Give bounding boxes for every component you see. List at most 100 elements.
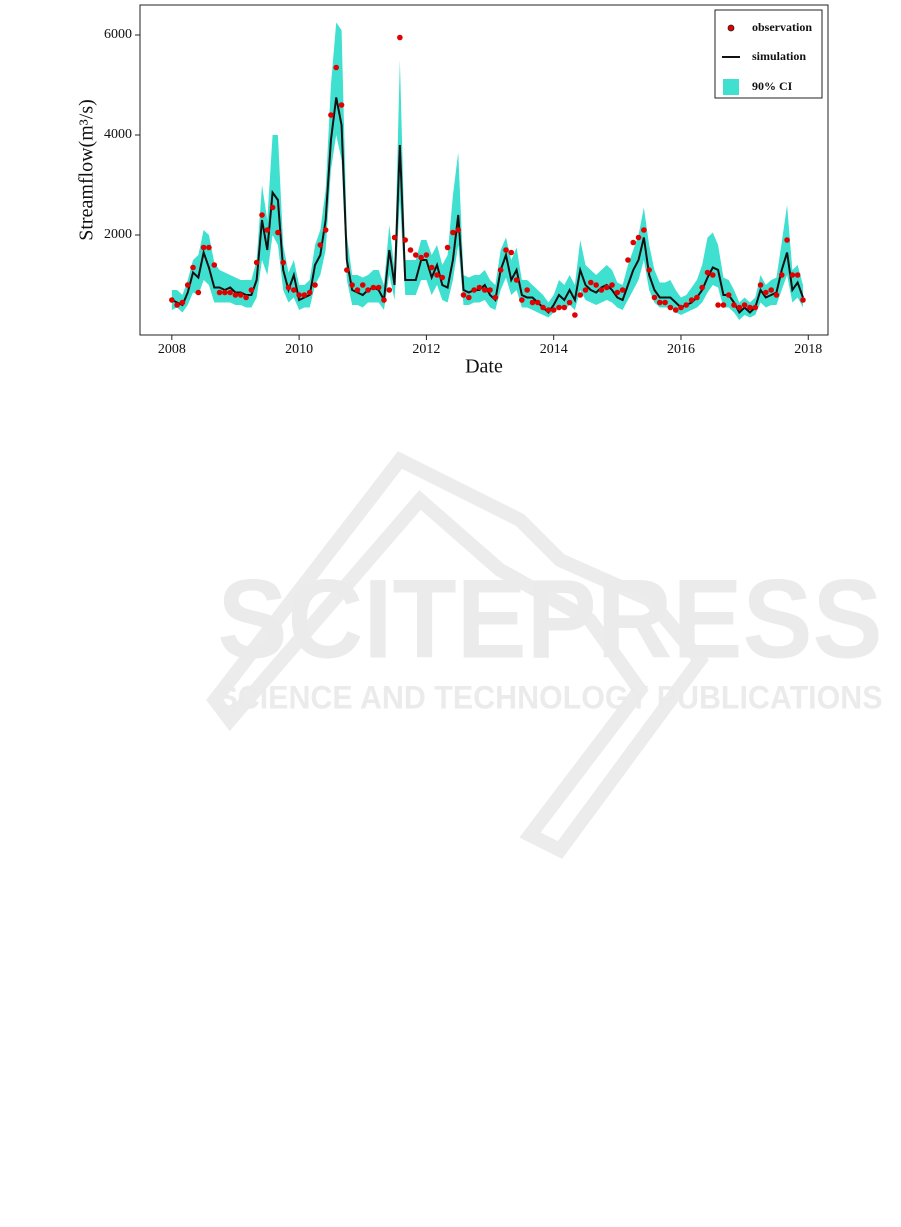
observation-point — [359, 282, 366, 288]
observation-point — [322, 227, 329, 233]
observation-point — [672, 307, 679, 313]
observation-point — [768, 287, 774, 293]
observation-point — [540, 304, 546, 311]
observation-point — [492, 294, 499, 301]
observation-point — [184, 282, 191, 288]
observation-point — [487, 287, 493, 293]
observation-point — [232, 292, 239, 298]
observation-point — [471, 287, 477, 293]
y-tick-label: 4000 — [104, 127, 132, 142]
observation-point — [466, 294, 472, 301]
observation-point — [312, 282, 318, 288]
observation-point — [227, 289, 233, 296]
observation-point — [550, 307, 557, 313]
observation-point — [428, 264, 435, 271]
observation-point — [248, 287, 255, 293]
observation-point — [439, 274, 446, 281]
observation-point — [747, 304, 753, 311]
y-tick-label: 6000 — [104, 27, 132, 42]
observation-point — [741, 302, 748, 308]
observation-point — [593, 282, 599, 288]
observation-point — [778, 272, 785, 278]
observation-point — [179, 299, 186, 306]
observation-point — [455, 227, 462, 233]
observation-point — [386, 287, 393, 293]
observation-point — [609, 282, 615, 288]
observation-point — [545, 307, 552, 313]
legend-label: 90% CI — [752, 79, 793, 93]
observation-point — [206, 244, 212, 251]
observation-point — [174, 302, 180, 308]
observation-point — [418, 254, 424, 261]
observation-point — [619, 287, 626, 293]
observation-point — [688, 297, 695, 303]
observation-point — [397, 34, 403, 41]
y-tick-label: 2000 — [104, 227, 132, 242]
observation-point — [598, 287, 605, 293]
observation-point — [375, 284, 382, 291]
watermark-logo — [206, 451, 709, 859]
observation-point — [317, 242, 324, 248]
observation-point — [731, 302, 737, 308]
observation-point — [460, 292, 467, 298]
observation-point — [237, 292, 244, 298]
observation-point — [614, 289, 621, 296]
observation-point — [773, 292, 780, 298]
observation-point — [503, 247, 509, 253]
observation-point — [508, 249, 515, 256]
observation-point — [752, 304, 759, 311]
observation-point — [534, 299, 541, 306]
observation-point — [561, 304, 568, 311]
x-axis-label: Date — [465, 356, 503, 378]
observation-point — [370, 284, 377, 291]
observation-point — [800, 297, 806, 303]
observation-point — [301, 292, 308, 298]
observation-point — [651, 294, 658, 301]
x-tick-label: 2010 — [285, 342, 313, 357]
observation-point — [259, 212, 265, 218]
observation-point — [656, 299, 663, 306]
observation-point — [222, 289, 228, 296]
observation-point — [476, 284, 483, 291]
observation-point — [603, 284, 610, 291]
observation-point — [296, 292, 302, 298]
observation-point — [794, 272, 801, 278]
x-tick-label: 2014 — [540, 342, 568, 357]
observation-point — [556, 304, 562, 311]
observation-point — [519, 297, 525, 303]
observation-point — [328, 112, 334, 118]
observation-point — [789, 272, 796, 278]
observation-point — [391, 234, 398, 241]
observation-point — [381, 297, 387, 303]
legend-label: simulation — [752, 49, 806, 63]
x-tick-label: 2016 — [667, 342, 695, 357]
observation-point — [338, 102, 345, 108]
observation-point — [195, 289, 202, 296]
legend-marker — [727, 24, 735, 32]
observation-point — [423, 252, 430, 258]
observation-point — [683, 302, 690, 308]
observation-point — [667, 304, 674, 311]
observation-point — [763, 289, 769, 296]
observation-point — [407, 247, 414, 253]
legend-label: observation — [752, 20, 812, 34]
observation-point — [625, 257, 631, 263]
observation-point — [784, 237, 790, 243]
observation-point — [529, 299, 536, 306]
observation-point — [285, 284, 292, 291]
watermark-subtitle: SCIENCE AND TECHNOLOGY PUBLICATIONS — [218, 679, 883, 715]
observation-point — [566, 299, 573, 306]
observation-point — [211, 262, 218, 268]
observation-point — [269, 204, 276, 211]
observation-point — [275, 229, 281, 236]
observation-point — [720, 302, 727, 308]
observation-point — [169, 297, 175, 303]
x-tick-label: 2018 — [794, 342, 822, 357]
observation-point — [190, 264, 196, 271]
observation-point — [524, 287, 530, 293]
observation-point — [513, 277, 520, 283]
observation-point — [646, 267, 652, 273]
observation-point — [264, 227, 271, 233]
observation-point — [577, 292, 584, 298]
